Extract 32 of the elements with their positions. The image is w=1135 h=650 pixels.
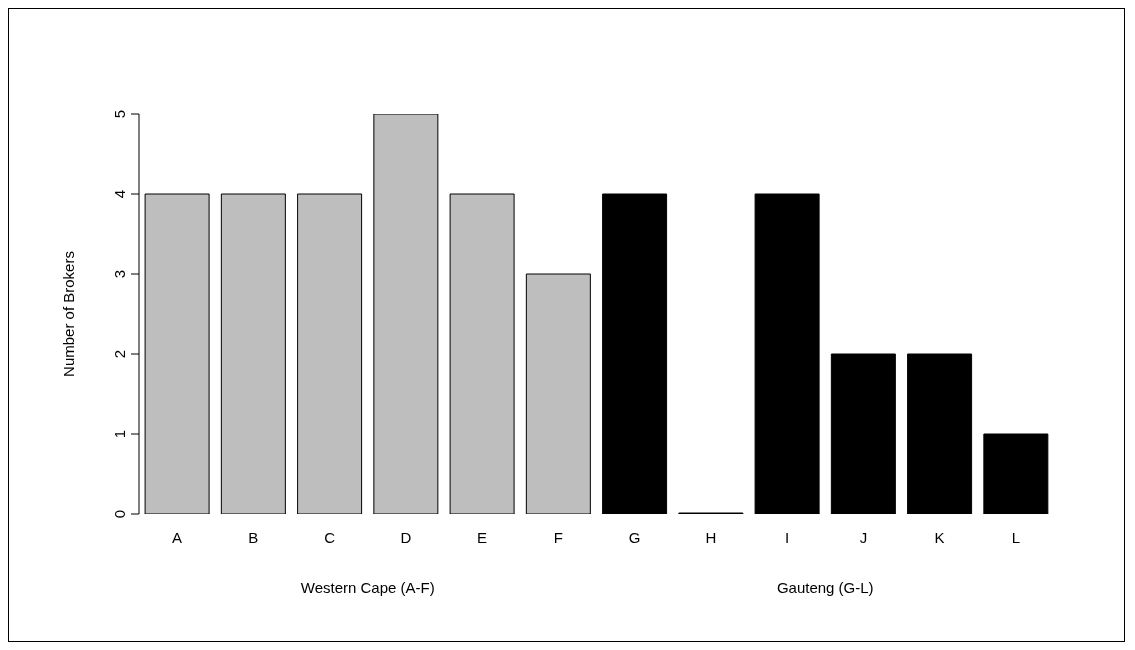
x-tick-label: E [477, 528, 488, 546]
x-tick-label: G [628, 528, 641, 546]
bar [220, 193, 286, 514]
x-tick-label: I [785, 528, 790, 546]
bar [830, 353, 896, 514]
x-tick-label: L [1011, 528, 1021, 546]
y-axis-title: Number of Brokers [60, 251, 78, 377]
bar [449, 193, 515, 514]
y-tick-label: 5 [111, 109, 128, 119]
bar [907, 353, 973, 514]
y-tick-label: 3 [111, 269, 128, 279]
y-tick-label: 4 [111, 189, 128, 199]
bar [983, 433, 1049, 514]
bar [602, 193, 668, 514]
bar [373, 114, 439, 514]
bar [144, 193, 210, 514]
x-tick-label: D [400, 528, 412, 546]
x-tick-label: C [324, 528, 336, 546]
y-tick-label: 1 [111, 429, 128, 439]
text: Gauteng (G-L) [775, 579, 875, 596]
x-tick-label: B [248, 528, 259, 546]
x-tick-label: A [172, 528, 183, 546]
bar [297, 193, 363, 514]
bar [754, 193, 820, 514]
x-tick-label: K [934, 528, 945, 546]
x-tick-label: F [553, 528, 563, 546]
y-tick-label: 0 [111, 509, 128, 519]
y-tick-label: 2 [111, 349, 128, 359]
x-tick-label: J [859, 528, 868, 546]
x-tick-label: H [705, 528, 717, 546]
text: Western Cape (A-F) [299, 579, 436, 596]
bar [525, 273, 591, 514]
